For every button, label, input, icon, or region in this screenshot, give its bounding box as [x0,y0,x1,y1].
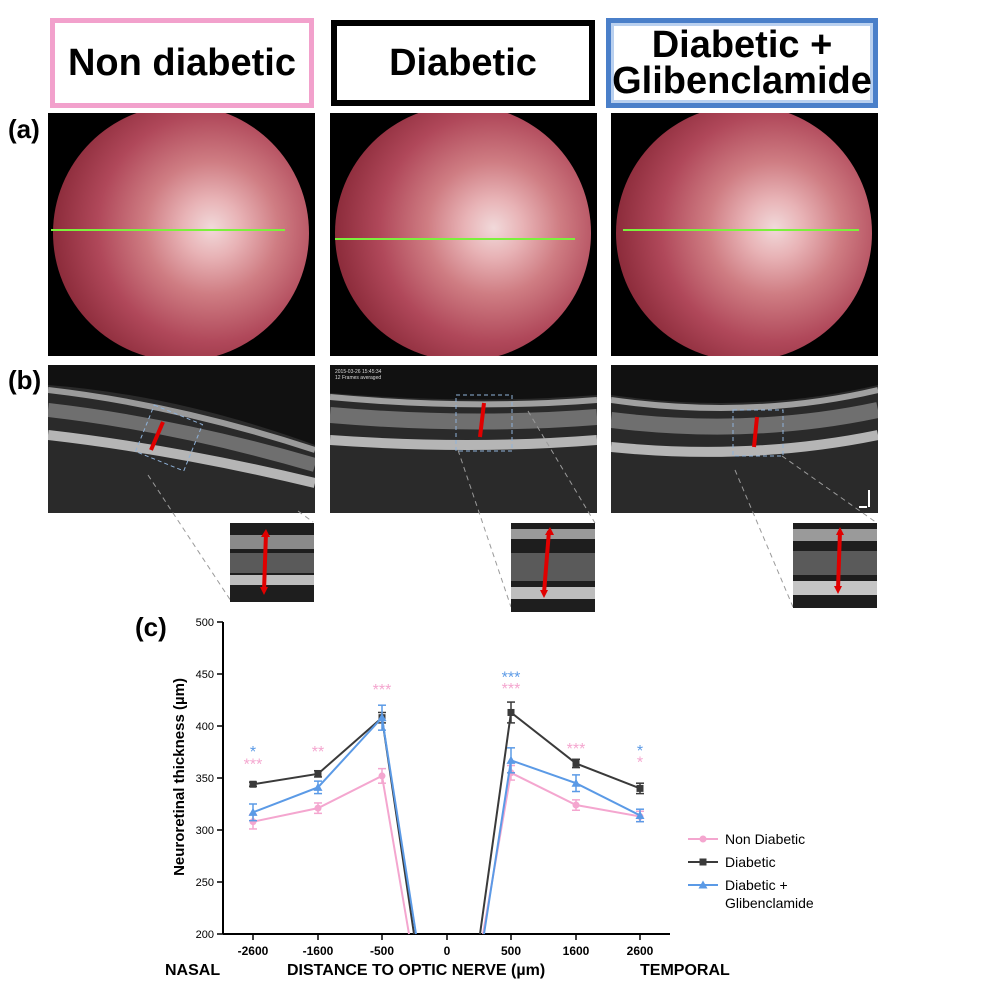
oct-inset-graphic [793,523,877,608]
fundus-image-diabetic [330,113,597,356]
x-tick-label: 0 [444,944,451,958]
fundus-scan-line [335,238,575,240]
header-non-diabetic-text: Non diabetic [67,42,297,84]
header-glibenclamide-line1: Diabetic + [651,24,833,66]
data-point [313,782,323,791]
fundus-scan-line [623,229,859,231]
legend-item-square: Diabetic [688,854,776,870]
data-point [378,772,386,780]
oct-inset-glibenclamide [793,523,877,608]
data-point [571,778,581,787]
data-point [314,770,322,778]
x-tick-label: -1600 [303,944,334,958]
y-tick-label: 300 [196,825,214,837]
series-line [252,774,410,935]
oct-scan-graphic [48,385,315,513]
header-glibenclamide: Diabetic + Glibenclamide [606,18,878,108]
fundus-image-glibenclamide [611,113,878,356]
fundus-disc [616,113,872,356]
y-tick-label: 350 [196,773,214,785]
legend-marker [699,858,707,866]
significance-mark: *** [244,757,263,774]
oct-inset-non-diabetic [230,523,314,602]
legend-marker [699,835,707,843]
series-line [482,771,641,935]
chart-xlabel: DISTANCE TO OPTIC NERVE (µm) [287,962,545,979]
chart-xlabel-unit: (µm) [511,962,545,979]
fundus-disc [53,113,309,356]
significance-mark: *** [502,681,521,698]
panel-label-c: (c) [135,612,167,642]
y-tick-label: 400 [196,721,214,733]
chart-nasal-label: NASAL [165,962,220,979]
legend-marker [698,880,708,889]
header-non-diabetic: Non diabetic [50,18,314,108]
header-glibenclamide-line2: Glibenclamide [612,60,872,102]
legend-item-triangle: Diabetic + Glibenclamide [688,877,814,911]
data-point [377,713,387,722]
chart-xlabel-main: DISTANCE TO OPTIC NERVE [287,962,507,979]
data-point [314,804,322,812]
oct-inset-graphic [511,523,595,612]
series-triangle [248,704,645,935]
legend-item-circle: Non Diabetic [688,831,805,847]
series-square [249,701,644,935]
x-tick-label: -500 [370,944,394,958]
data-point [635,810,645,819]
significance-mark: * [637,755,643,772]
x-tick-label: -2600 [238,944,269,958]
oct-inset-diabetic [511,523,595,612]
significance-mark: * [250,744,256,761]
series-line [479,710,641,935]
oct-inset-graphic [230,523,314,602]
header-diabetic-text: Diabetic [389,42,537,84]
significance-mark: * [637,743,643,760]
chart-temporal-label: TEMPORAL [640,962,730,979]
data-point [572,801,580,809]
panel-label-a: (a) [8,114,40,144]
legend-label: Diabetic + [725,877,788,893]
data-point [572,759,580,767]
x-tick-label: 2600 [627,944,654,958]
panel-label-b: (b) [8,365,42,395]
significance-mark: *** [373,682,392,699]
oct-frames: 12 Frames averaged [335,375,381,381]
legend-label: Diabetic [725,854,776,870]
oct-scan-non-diabetic [48,365,315,513]
x-tick-label: 1600 [563,944,590,958]
oct-timestamp: 2015-03-26 15:45:34 [335,369,382,375]
x-tick-label: 500 [501,944,521,958]
data-point [636,784,644,792]
legend-label: Glibenclamide [725,895,814,911]
y-tick-label: 250 [196,877,214,889]
significance-mark: ** [312,744,324,761]
chart-ylabel: Neuroretinal thickness (µm) [171,678,188,876]
data-point [507,708,515,716]
legend-label: Non Diabetic [725,831,805,847]
data-point [248,807,258,816]
fundus-disc [335,113,591,356]
series-line [483,758,641,935]
fundus-scan-line [51,229,285,231]
data-point [506,755,516,764]
y-tick-label: 450 [196,669,214,681]
fundus-image-non-diabetic [48,113,315,356]
significance-mark: *** [567,741,586,758]
header-diabetic: Diabetic [331,20,595,106]
y-tick-label: 500 [196,617,214,629]
significance-mark: *** [502,669,521,686]
data-point [249,780,257,788]
y-tick-label: 200 [196,929,214,941]
series-line [252,715,417,935]
